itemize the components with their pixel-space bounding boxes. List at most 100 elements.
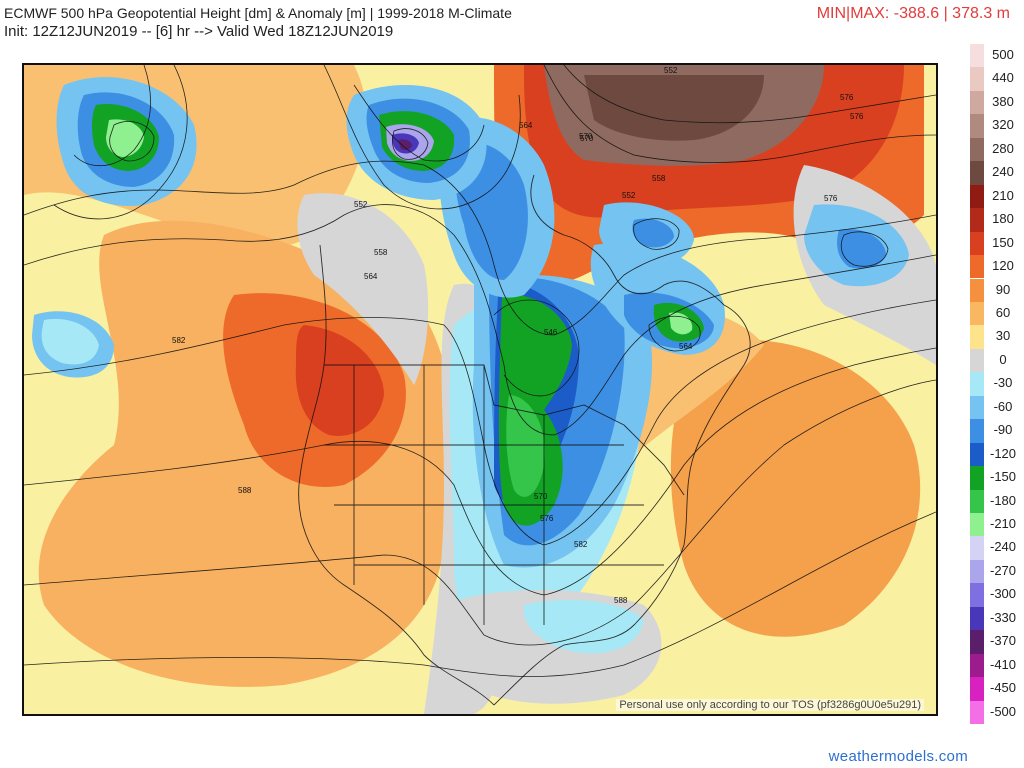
legend-entry: 30 [967, 325, 1021, 349]
legend-swatch [970, 419, 984, 443]
min-max-readout: MIN|MAX: -388.6 | 378.3 m [816, 5, 1010, 22]
legend-swatch [970, 90, 984, 115]
legend-entry: -300 [967, 583, 1021, 607]
legend-swatch [970, 536, 984, 560]
legend-label: -270 [989, 562, 1017, 578]
legend-swatch [970, 395, 984, 420]
legend-label: -370 [989, 633, 1017, 649]
contour-label: 588 [238, 486, 252, 495]
legend-label: -90 [993, 422, 1013, 438]
legend-swatch [970, 372, 984, 396]
legend-entry: -210 [967, 513, 1021, 537]
legend-label: -410 [989, 656, 1017, 672]
legend-entry: -30 [967, 372, 1021, 396]
contour-label: 564 [519, 121, 533, 130]
legend-entry: 280 [967, 137, 1021, 162]
legend-swatch [970, 442, 984, 467]
legend-swatch [970, 630, 984, 654]
legend-entry: -150 [967, 466, 1021, 490]
legend-swatch [970, 278, 984, 302]
legend-label: 60 [995, 304, 1011, 320]
legend-entry: -450 [967, 677, 1021, 701]
legend-entry: 500 [967, 44, 1021, 68]
legend-entry: 440 [967, 67, 1021, 91]
legend-entry: -410 [967, 653, 1021, 678]
legend-label: -300 [989, 586, 1017, 602]
contour-label: 588 [614, 596, 628, 605]
legend-label: -450 [989, 680, 1017, 696]
init-valid-time: Init: 12Z12JUN2019 -- [6] hr --> Valid W… [4, 23, 394, 40]
legend-entry: 180 [967, 208, 1021, 232]
brand-link[interactable]: weathermodels.com [828, 748, 968, 765]
legend-entry: 210 [967, 184, 1021, 209]
legend-label: 0 [999, 351, 1007, 367]
legend-label: -150 [989, 469, 1017, 485]
legend-entry: 90 [967, 278, 1021, 302]
legend-entry: 380 [967, 90, 1021, 115]
legend-swatch [970, 137, 984, 162]
weather-map[interactable]: 552 552 558 564 582 588 546 570 576 582 … [22, 63, 938, 716]
contour-label: 564 [364, 272, 378, 281]
color-legend: 500 440 380 320 280 240 210 180 150 120 90 60 30 0 -30… [967, 44, 1021, 725]
legend-label: 500 [992, 47, 1014, 62]
tos-disclaimer: Personal use only according to our TOS (… [616, 699, 924, 711]
legend-label: -240 [989, 539, 1017, 555]
legend-swatch [970, 255, 984, 279]
anomaly-map-svg: 552 552 558 564 582 588 546 570 576 582 … [24, 65, 936, 714]
legend-entry: -500 [967, 700, 1021, 725]
contour-label: 582 [172, 336, 186, 345]
contour-label: 570 [534, 492, 548, 501]
legend-entry: 120 [967, 255, 1021, 279]
legend-label: 120 [992, 258, 1014, 274]
legend-swatch [970, 606, 984, 631]
contour-label: 576 [840, 93, 854, 102]
contour-label: 576 [540, 514, 554, 523]
legend-entry: -370 [967, 630, 1021, 654]
legend-entry: -330 [967, 606, 1021, 631]
legend-label: -30 [993, 375, 1013, 391]
legend-swatch [970, 677, 984, 701]
legend-entry: 0 [967, 348, 1021, 373]
legend-label: 320 [992, 117, 1014, 133]
legend-entry: -270 [967, 559, 1021, 584]
legend-swatch [970, 700, 984, 725]
legend-swatch [970, 466, 984, 490]
legend-entry: 320 [967, 114, 1021, 138]
legend-swatch [970, 208, 984, 232]
contour-label: 576 [850, 112, 864, 121]
legend-entry: -240 [967, 536, 1021, 560]
legend-swatch [970, 44, 984, 68]
contour-label: 570 [579, 132, 593, 141]
legend-label: -180 [989, 492, 1017, 508]
contour-label: 558 [652, 174, 666, 183]
legend-swatch [970, 114, 984, 138]
contour-label: 564 [679, 342, 693, 351]
legend-label: 210 [992, 187, 1014, 203]
contour-label: 552 [664, 66, 678, 75]
legend-label: -330 [989, 609, 1017, 625]
legend-entry: -180 [967, 489, 1021, 513]
contour-label: 552 [354, 200, 368, 209]
legend-swatch [970, 513, 984, 537]
contour-label: 546 [544, 328, 558, 337]
legend-label: -210 [989, 516, 1017, 531]
legend-swatch [970, 348, 984, 373]
legend-label: 30 [995, 328, 1011, 344]
legend-entry: 240 [967, 161, 1021, 185]
legend-label: 240 [992, 164, 1014, 180]
legend-swatch [970, 161, 984, 185]
contour-label: 570 [580, 134, 594, 143]
legend-swatch [970, 231, 984, 256]
legend-entry: -120 [967, 442, 1021, 467]
legend-label: 90 [995, 281, 1011, 297]
legend-swatch [970, 583, 984, 607]
legend-swatch [970, 559, 984, 584]
legend-entry: 60 [967, 301, 1021, 326]
legend-label: -500 [989, 703, 1017, 719]
legend-swatch [970, 301, 984, 326]
legend-swatch [970, 67, 984, 91]
contour-label: 582 [574, 540, 588, 549]
legend-entry: -90 [967, 419, 1021, 443]
legend-label: 440 [992, 70, 1014, 86]
legend-entry: -60 [967, 395, 1021, 420]
